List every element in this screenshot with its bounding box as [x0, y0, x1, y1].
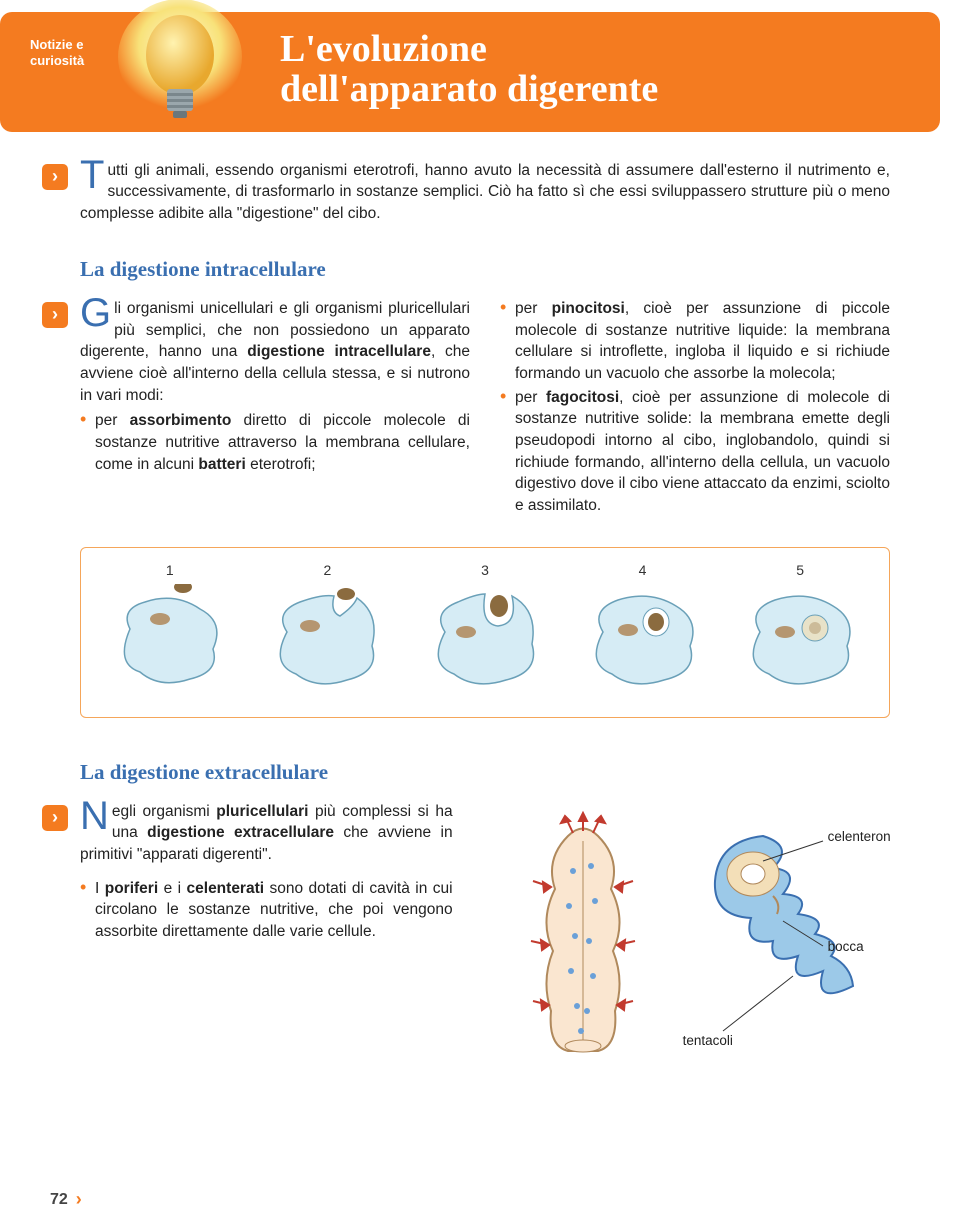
title-line1: L'evoluzione — [280, 30, 658, 70]
s2-lead: egli organismi — [112, 803, 216, 820]
cell-step-3: 3 — [406, 562, 564, 699]
b0-b2: batteri — [198, 456, 245, 473]
cell-icon — [420, 584, 550, 694]
cell-step-5: 5 — [721, 562, 879, 699]
b1-b1: pinocitosi — [552, 300, 625, 317]
intro-paragraph: › Tutti gli animali, essendo organismi e… — [80, 160, 890, 225]
step-num: 3 — [406, 562, 564, 578]
section1-heading: La digestione intracellulare — [80, 257, 890, 282]
page-number-value: 72 — [50, 1191, 68, 1209]
cell-icon — [578, 584, 708, 694]
label-celenteron: celenteron — [828, 829, 891, 844]
intro-section: › Tutti gli animali, essendo organismi e… — [0, 160, 960, 517]
list-item: per pinocitosi, cioè per assunzione di p… — [500, 298, 890, 385]
section2-paragraph: › Negli organismi pluricellulari più com… — [80, 801, 453, 943]
figure-phagocytosis: 1 2 3 4 — [80, 547, 890, 718]
intro-text: utti gli animali, essendo organismi eter… — [80, 162, 890, 222]
step-num: 5 — [721, 562, 879, 578]
section1-body: › Gli organismi unicellulari e gli organ… — [80, 298, 890, 517]
section2: La digestione extracellulare › Negli org… — [0, 760, 960, 1071]
step-num: 1 — [91, 562, 249, 578]
section2-bullets: I poriferi e i celenterati sono dotati d… — [80, 878, 453, 943]
s2-b1: pluricellulari — [216, 803, 308, 820]
badge-line1: Notizie e — [30, 37, 83, 52]
chevron-icon: › — [76, 1189, 82, 1210]
section1-paragraph: › Gli organismi unicellulari e gli organ… — [80, 298, 890, 517]
dropcap-n: N — [80, 799, 109, 833]
cell-step-4: 4 — [564, 562, 722, 699]
s1-bold1: digestione intracellulare — [247, 343, 431, 360]
figure-extracellular: celenteron bocca tentacoli — [483, 801, 903, 1071]
cell-step-2: 2 — [249, 562, 407, 699]
badge-line2: curiosità — [30, 53, 84, 68]
page-number: 72 › — [50, 1189, 82, 1210]
s2b-pre: I — [95, 880, 105, 897]
list-item: per assorbimento diretto di piccole mole… — [80, 410, 470, 475]
list-item: per fagocitosi, cioè per assunzione di m… — [500, 387, 890, 517]
badge: Notizie e curiosità — [30, 37, 84, 68]
page: Notizie e curiosità — [0, 12, 960, 1230]
label-tentacoli: tentacoli — [683, 1033, 733, 1048]
cell-icon — [105, 584, 235, 694]
lightbulb-icon — [115, 0, 245, 147]
dropcap-g: G — [80, 296, 111, 330]
s2b-mid: e i — [158, 880, 186, 897]
cell-icon — [262, 584, 392, 694]
b2-b1: fagocitosi — [546, 389, 619, 406]
step-num: 2 — [249, 562, 407, 578]
b2-mid: , cioè per assunzione di molecole di sos… — [515, 389, 890, 514]
chevron-icon: › — [42, 805, 68, 831]
header-box: Notizie e curiosità — [0, 12, 940, 132]
b0-b1: assorbimento — [130, 412, 232, 429]
s2b-b1: poriferi — [105, 880, 158, 897]
list-item: I poriferi e i celenterati sono dotati d… — [80, 878, 453, 943]
title-line2: dell'apparato digerente — [280, 70, 658, 110]
section2-text: › Negli organismi pluricellulari più com… — [80, 801, 453, 945]
chevron-icon: › — [42, 302, 68, 328]
s2-b2: digestione extracellulare — [147, 824, 334, 841]
s2b-b2: celenterati — [187, 880, 265, 897]
step-num: 4 — [564, 562, 722, 578]
cell-icon — [735, 584, 865, 694]
section2-heading: La digestione extracellulare — [80, 760, 890, 785]
b0-post: eterotrofi; — [246, 456, 316, 473]
page-title: L'evoluzione dell'apparato digerente — [280, 30, 658, 110]
section2-row: › Negli organismi pluricellulari più com… — [80, 801, 890, 1071]
b1-pre: per — [515, 300, 552, 317]
cell-step-1: 1 — [91, 562, 249, 699]
chevron-icon: › — [42, 164, 68, 190]
b2-pre: per — [515, 389, 546, 406]
label-bocca: bocca — [828, 939, 864, 954]
b0-pre: per — [95, 412, 130, 429]
dropcap-t: T — [80, 158, 104, 192]
